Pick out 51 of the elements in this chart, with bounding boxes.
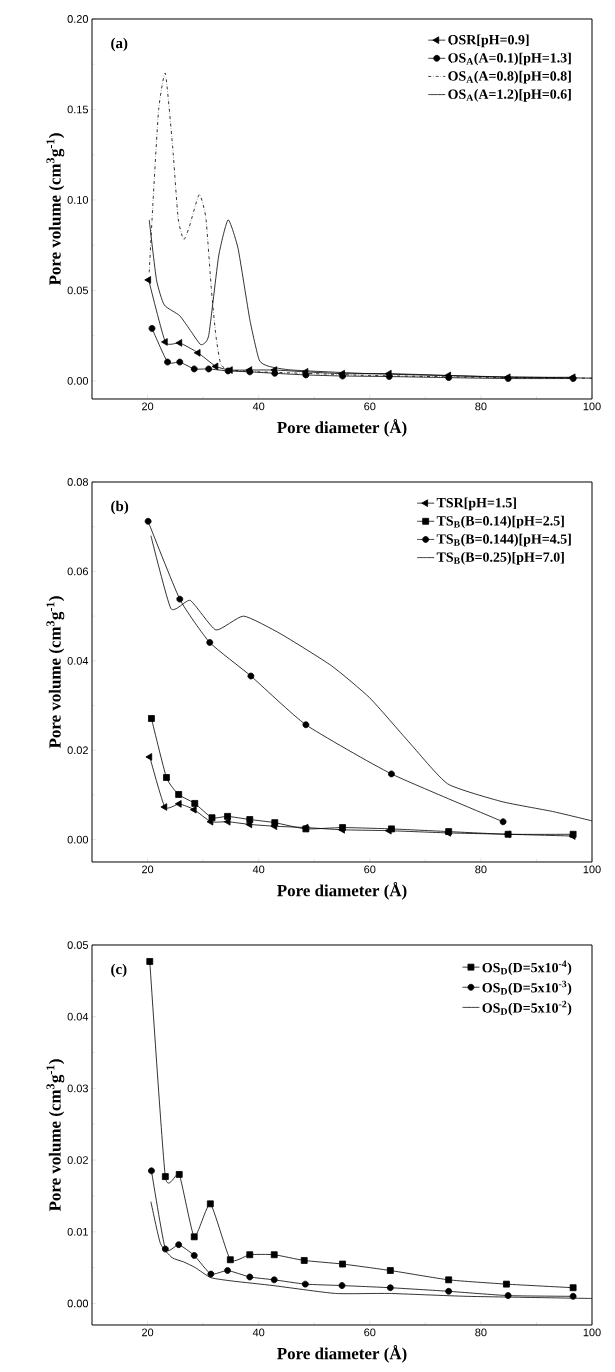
y-tick-label: 0.15: [67, 105, 89, 114]
legend-label: OS$_{A}$(A=0.8)[pH=0.8]: [448, 70, 571, 84]
y-tick-label: 0.05: [67, 286, 89, 295]
legend-label: OS$_{A}$(A=1.2)[pH=0.6]: [448, 89, 571, 102]
legend-label: OS$_{D}$(D=5x10$^{-3}$): [482, 980, 572, 996]
x-tick-label: 100: [583, 1328, 601, 1337]
y-tick-label: 0.02: [67, 1156, 88, 1164]
legend-label: TS$_{B}$(B=0.14)[pH=2.5]: [436, 515, 564, 529]
x-tick-label: 20: [142, 1328, 154, 1337]
x-tick-label: 60: [364, 1328, 376, 1337]
annotation: (c): [111, 963, 127, 978]
legend-label: TS$_{B}$(B=0.144)[pH=4.5]: [436, 533, 571, 547]
annotation: (b): [111, 500, 129, 515]
y-tick-label: 0.01: [67, 1227, 88, 1236]
y-tick-label: 0.00: [67, 835, 89, 844]
x-tick-label: 40: [252, 865, 265, 874]
y-tick-label: 0.02: [67, 746, 88, 755]
x-axis-title: Pore diameter (Å): [277, 419, 407, 437]
y-tick-label: 0.06: [67, 567, 88, 576]
x-tick-label: 40: [252, 402, 265, 411]
x-tick-label: 100: [583, 402, 601, 411]
x-axis-title: Pore diameter (Å): [277, 882, 407, 900]
x-tick-label: 40: [252, 1328, 265, 1337]
x-tick-label: 20: [142, 402, 154, 411]
y-axis-title: Pore volume (cm$^{3}$g$^{-1}$): [46, 596, 65, 749]
y-tick-label: 0.04: [67, 656, 89, 665]
y-tick-label: 0.08: [67, 478, 88, 486]
legend-label: OS$_{D}$(D=5x10$^{-4}$): [482, 960, 572, 976]
legend-label: OS$_{A}$(A=0.1)[pH=1.3]: [448, 52, 571, 66]
legend-label: OSR[pH=0.9]: [448, 34, 529, 48]
y-tick-label: 0.04: [67, 1012, 89, 1021]
y-tick-label: 0.00: [67, 1299, 89, 1308]
legend-label: OS$_{D}$(D=5x10$^{-2}$): [482, 1000, 572, 1016]
x-tick-label: 100: [583, 865, 601, 874]
legend-label: TS$_{B}$(B=0.25)[pH=7.0]: [436, 552, 564, 565]
x-tick-label: 20: [142, 865, 154, 874]
y-tick-label: 0.20: [67, 15, 89, 23]
y-tick-label: 0.05: [67, 941, 89, 949]
y-axis-title: Pore volume (cm$^{3}$g$^{-1}$): [46, 1059, 65, 1212]
x-tick-label: 80: [475, 402, 487, 411]
y-tick-label: 0.03: [67, 1084, 88, 1093]
y-axis-title: Pore volume (cm$^{3}$g$^{-1}$): [46, 133, 65, 286]
y-tick-label: 0.00: [67, 377, 89, 385]
x-axis-title: Pore diameter (Å): [277, 1345, 407, 1363]
x-tick-label: 80: [475, 1328, 487, 1337]
y-tick-label: 0.10: [67, 196, 89, 204]
x-tick-label: 60: [364, 402, 376, 411]
annotation: (a): [111, 37, 128, 52]
x-tick-label: 80: [475, 865, 487, 874]
legend-label: TSR[pH=1.5]: [436, 497, 516, 511]
x-tick-label: 60: [364, 865, 376, 874]
